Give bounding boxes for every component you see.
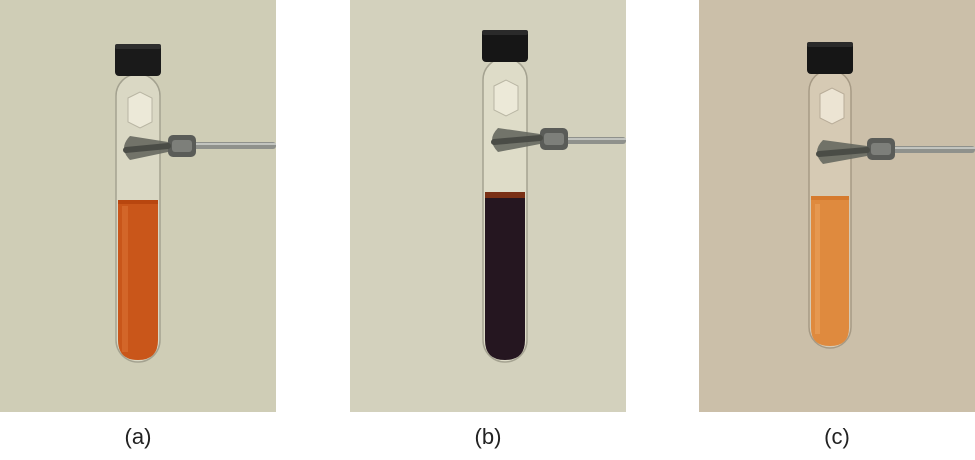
test-tube-photo-a [0, 0, 276, 412]
caption-b: (b) [474, 424, 502, 449]
tube-label [127, 91, 153, 129]
tube-liquid [485, 196, 525, 360]
tube-label [493, 79, 519, 117]
tube-cap [807, 42, 853, 74]
tube-cap [482, 30, 528, 62]
test-tube-photo-c [699, 0, 975, 412]
photo-panel-b [350, 0, 626, 412]
test-tube-photo-b [350, 0, 626, 412]
tube-label [819, 87, 845, 125]
photo-panel-c [699, 0, 975, 412]
tube-liquid [118, 202, 158, 360]
tube-liquid [811, 198, 849, 346]
caption-a: (a) [124, 424, 152, 449]
tube-cap [115, 44, 161, 76]
caption-c: (c) [824, 424, 850, 449]
photo-panel-a [0, 0, 276, 412]
